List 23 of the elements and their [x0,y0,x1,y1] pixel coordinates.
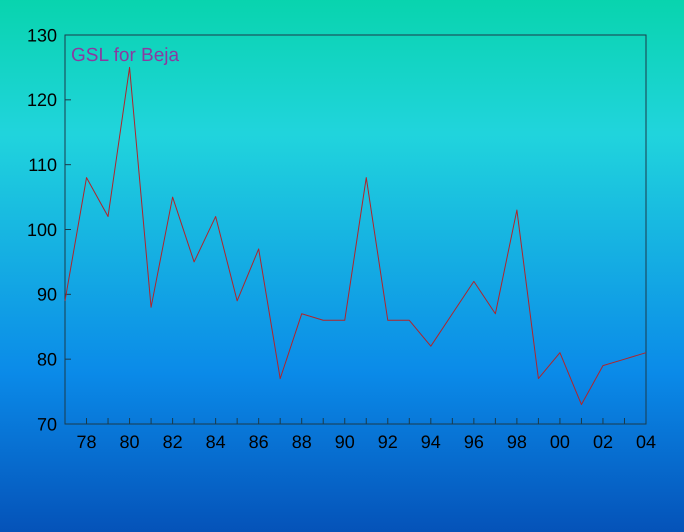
x-tick-label: 02 [592,432,613,452]
y-tick-label: 70 [36,414,57,434]
y-tick-label: 90 [36,284,57,305]
x-tick-label: 90 [334,432,355,452]
x-tick-label: 80 [120,432,140,452]
y-tick-label: 130 [26,25,57,46]
y-tick-label: 120 [26,90,57,110]
x-tick-label: 00 [550,432,570,452]
x-tick-label: 92 [378,432,398,452]
x-tick-label: 96 [464,432,484,452]
x-tick-label: 04 [636,432,656,452]
x-tick-label: 88 [292,432,312,452]
y-tick-label: 110 [28,154,57,175]
line-series [64,66,646,406]
x-tick-label: 78 [76,432,97,452]
y-tick-label: 100 [26,220,57,240]
x-tick-label: 86 [248,432,269,452]
x-tick-label: 84 [206,432,226,452]
text: GSL for Beja [71,45,180,66]
x-tick-label: 82 [162,432,183,452]
y-tick-label: 80 [36,349,57,370]
x-tick-label: 98 [506,432,527,452]
x-tick-label: 94 [420,432,441,452]
